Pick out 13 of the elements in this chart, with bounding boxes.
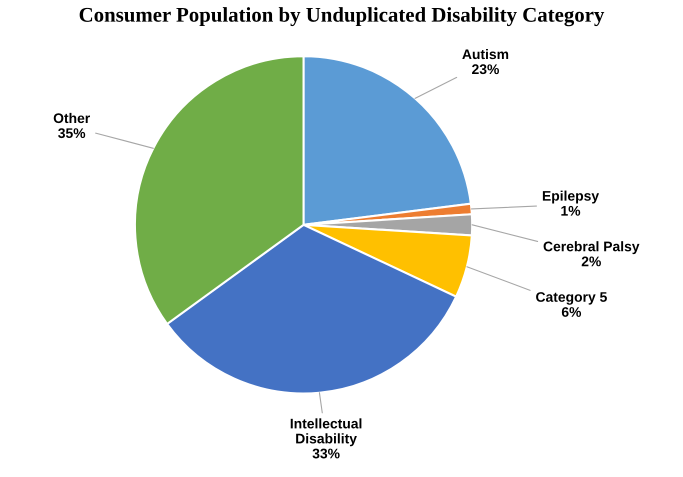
slice-label: Category 5	[536, 292, 607, 305]
slice-label: Autism	[462, 48, 508, 60]
data-label: 6%	[562, 307, 582, 317]
data-label: 35%	[58, 128, 86, 138]
slice-label: Intellectual Disability	[290, 418, 362, 446]
slice-label: Other	[54, 112, 90, 124]
data-label: 33%	[312, 448, 340, 458]
data-label: 23%	[472, 64, 499, 74]
data-label: 1%	[561, 206, 580, 216]
slice-label: Epilepsy	[542, 190, 600, 204]
slice-label: Cerebral Palsy	[544, 241, 640, 254]
chart-title: Consumer Population by Unduplicated Disability Category	[80, 7, 604, 26]
data-label: 2%	[582, 256, 601, 266]
